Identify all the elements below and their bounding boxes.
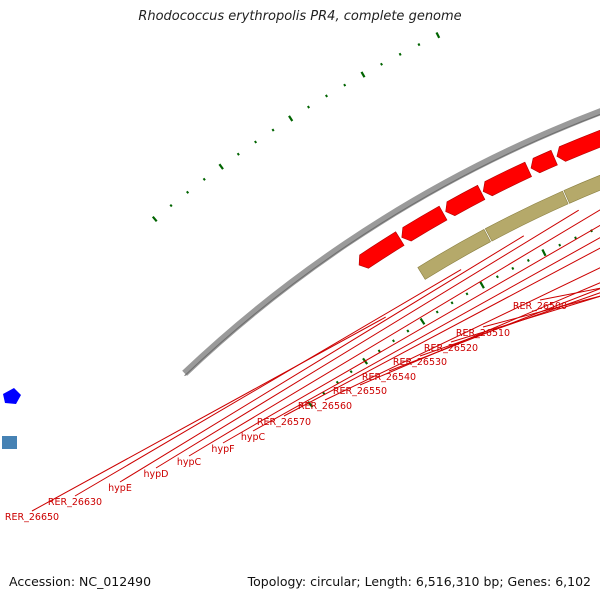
gene-arrow — [445, 184, 486, 217]
gene-label: RER_26560 — [298, 401, 352, 412]
steelblue-feature — [2, 436, 17, 449]
inner-ruler-tick — [558, 243, 562, 247]
ruler-tick — [236, 152, 240, 156]
label-leader-line — [188, 209, 600, 457]
ruler-tick — [380, 62, 383, 66]
ruler-tick — [169, 203, 173, 208]
ruler-tick — [202, 177, 206, 181]
inner-ruler-tick — [465, 292, 469, 296]
ruler-tick-label: 2858 kbp — [410, 13, 450, 23]
gene-label: hypD — [144, 469, 169, 480]
inner-ruler-tick — [574, 236, 577, 240]
inner-ruler-tick — [450, 301, 454, 305]
gene-arrow — [358, 231, 405, 269]
gene-label: RER_26540 — [362, 372, 416, 383]
label-leader-line — [252, 237, 600, 432]
inner-ruler-tick — [526, 258, 530, 262]
ruler-tick — [417, 43, 421, 47]
gene-label: RER_26550 — [333, 386, 387, 397]
accession-text: Accession: NC_012490 — [9, 574, 152, 589]
label-leader-line — [74, 269, 462, 497]
ruler-tick — [343, 83, 347, 87]
ruler-tick — [271, 128, 275, 132]
inner-ruler-tick — [511, 266, 515, 270]
ruler-tick — [325, 94, 328, 98]
inner-ruler-tick — [335, 380, 339, 384]
blue-feature — [3, 388, 21, 404]
ruler-tick — [476, 16, 477, 18]
label-leader-line — [222, 224, 600, 444]
label-leader-line — [539, 287, 600, 301]
gene-arrow — [530, 149, 558, 174]
genome-backbone — [182, 108, 600, 376]
genome-backbone-shade — [184, 113, 600, 377]
inner-ruler-tick — [541, 249, 547, 257]
ruler-tick — [514, 0, 516, 3]
label-leader-line — [359, 282, 600, 386]
inner-ruler-tick — [377, 349, 381, 353]
label-leader-line — [119, 235, 525, 483]
gene-label: hypC — [241, 432, 266, 443]
ruler-tick — [288, 115, 294, 122]
ruler-tick — [398, 52, 402, 56]
label-leader-line — [324, 267, 600, 401]
gene-arrow — [556, 129, 600, 162]
gene-label: RER_26650 — [5, 512, 59, 523]
gene-label: RER_26530 — [393, 357, 447, 368]
gene-label: RER_26520 — [424, 343, 478, 354]
label-leader-line — [155, 209, 579, 469]
gene-label: RER_26510 — [456, 328, 510, 339]
gene-label: RER_26630 — [48, 497, 102, 508]
ruler-tick — [254, 140, 258, 144]
label-leader-line — [419, 292, 600, 357]
domain-feature-khaki — [417, 228, 492, 280]
inner-ruler-tick — [391, 339, 396, 343]
label-leader-line — [31, 316, 386, 512]
gene-label: hypC — [177, 457, 202, 468]
gene-label: RER_26570 — [257, 417, 311, 428]
label-leader-line — [450, 295, 600, 343]
ruler-tick — [151, 215, 158, 223]
genome-summary-text: Topology: circular; Length: 6,516,310 bp… — [247, 574, 591, 589]
ruler-tick — [186, 190, 190, 194]
inner-ruler-tick — [435, 310, 439, 314]
domain-feature-khaki — [563, 174, 600, 204]
ruler-tick — [218, 163, 224, 170]
genome-title: Rhodococcus erythropolis PR4, complete g… — [138, 9, 462, 24]
inner-ruler-tick — [322, 391, 326, 395]
gene-label: RER_26500 — [513, 301, 567, 312]
ruler-tick — [495, 8, 496, 10]
label-leader-line — [388, 288, 600, 372]
gene-label: hypF — [211, 444, 234, 455]
gene-arrow — [401, 205, 448, 242]
gene-arrow — [482, 161, 532, 197]
domain-feature-khaki — [484, 190, 569, 242]
gene-label: hypE — [108, 483, 132, 494]
inner-ruler-tick — [406, 329, 410, 333]
inner-ruler-tick — [495, 275, 499, 279]
inner-ruler-tick — [419, 317, 426, 325]
inner-ruler-tick — [349, 370, 353, 374]
inner-ruler-tick — [479, 281, 485, 289]
ruler-tick — [307, 105, 310, 109]
ruler-tick — [435, 32, 441, 39]
ruler-tick — [456, 25, 457, 27]
ruler-tick — [360, 71, 366, 78]
label-leader-line — [283, 247, 600, 417]
